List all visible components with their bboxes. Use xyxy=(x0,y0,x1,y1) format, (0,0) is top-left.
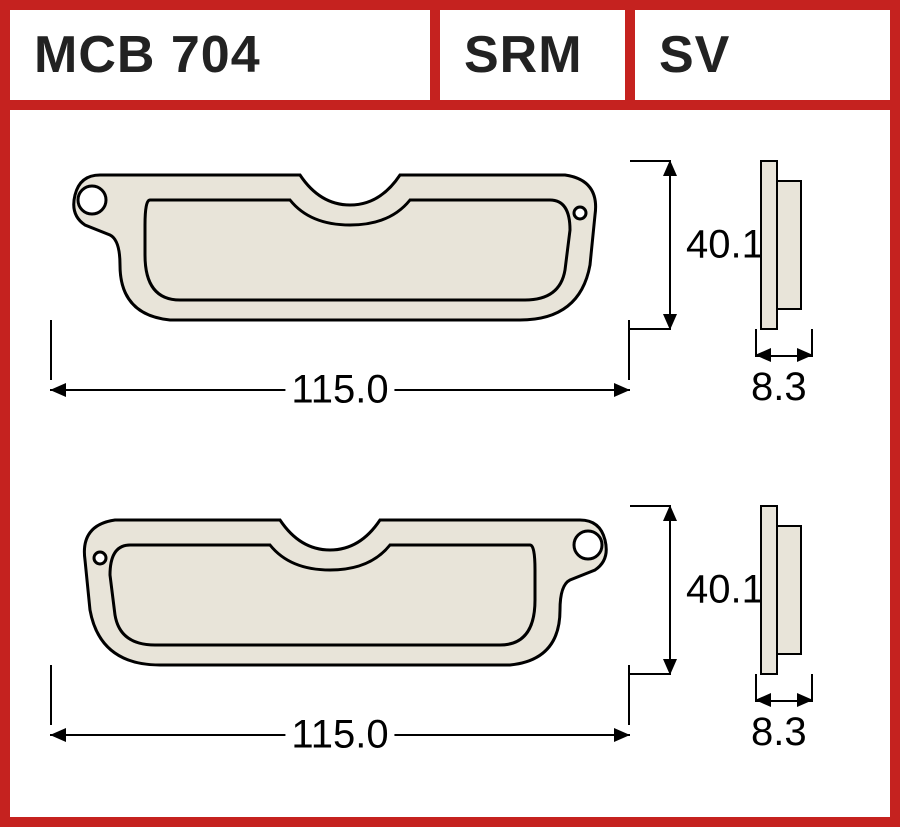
variant-srm: SRM xyxy=(464,25,583,85)
dim-height-bottom: 40.1 xyxy=(650,505,690,675)
profile-backplate xyxy=(760,160,778,330)
dim-width-top: 115.0 xyxy=(50,370,630,410)
dim-thickness-top: 8.3 xyxy=(755,355,835,375)
dim-width-top-label: 115.0 xyxy=(285,368,394,413)
dim-thickness-top-label: 8.3 xyxy=(745,365,813,410)
variant-sv: SV xyxy=(659,25,730,85)
dim-width-bottom-label: 115.0 xyxy=(285,713,394,758)
variant-sv-cell: SV xyxy=(635,10,890,100)
dim-height-top: 40.1 xyxy=(650,160,690,330)
pad-profile-bottom xyxy=(760,505,820,675)
dim-height-top-label: 40.1 xyxy=(680,223,770,268)
brake-pad-bottom-face xyxy=(50,490,630,690)
dim-thickness-bottom-label: 8.3 xyxy=(745,710,813,755)
pad-shape-bottom xyxy=(50,490,630,690)
dim-width-bottom: 115.0 xyxy=(50,715,630,755)
dim-height-bottom-label: 40.1 xyxy=(680,568,770,613)
part-number-cell: MCB 704 xyxy=(10,10,440,100)
drawing-frame: MCB 704 SRM SV xyxy=(0,0,900,827)
profile-friction xyxy=(778,180,802,310)
header-row: MCB 704 SRM SV xyxy=(10,10,890,110)
profile-friction xyxy=(778,525,802,655)
part-number: MCB 704 xyxy=(34,25,261,85)
brake-pad-top-face xyxy=(50,145,630,345)
pad-shape-top xyxy=(50,145,630,345)
profile-backplate xyxy=(760,505,778,675)
variant-srm-cell: SRM xyxy=(440,10,635,100)
pad-profile-top xyxy=(760,160,820,330)
drawing-canvas: 115.0 40.1 8.3 xyxy=(10,110,890,817)
dim-thickness-bottom: 8.3 xyxy=(755,700,835,720)
